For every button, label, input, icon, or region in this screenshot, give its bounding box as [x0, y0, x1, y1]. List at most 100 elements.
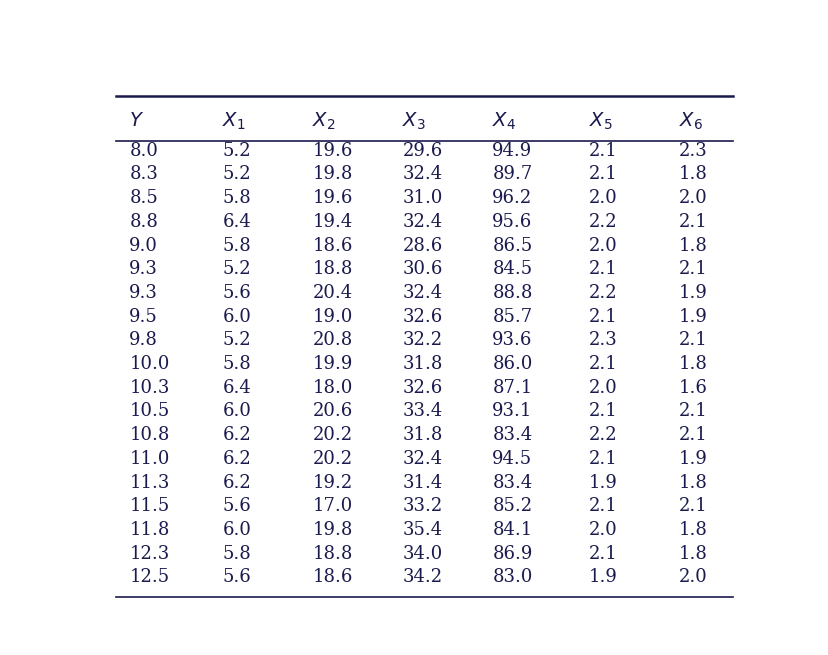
- Text: 11.5: 11.5: [129, 497, 170, 515]
- Text: 8.3: 8.3: [129, 166, 158, 183]
- Text: 1.9: 1.9: [678, 308, 706, 326]
- Text: $X_3$: $X_3$: [402, 111, 426, 132]
- Text: 2.1: 2.1: [588, 355, 617, 373]
- Text: 87.1: 87.1: [492, 379, 532, 397]
- Text: 85.2: 85.2: [492, 497, 532, 515]
- Text: 18.0: 18.0: [312, 379, 353, 397]
- Text: 32.4: 32.4: [402, 450, 442, 468]
- Text: 1.9: 1.9: [678, 450, 706, 468]
- Text: 32.6: 32.6: [402, 308, 442, 326]
- Text: 19.8: 19.8: [312, 166, 353, 183]
- Text: 6.0: 6.0: [222, 402, 251, 421]
- Text: 5.6: 5.6: [222, 497, 251, 515]
- Text: 2.1: 2.1: [588, 141, 617, 160]
- Text: 18.6: 18.6: [312, 236, 353, 255]
- Text: 31.8: 31.8: [402, 355, 442, 373]
- Text: 2.0: 2.0: [588, 189, 617, 207]
- Text: 12.5: 12.5: [129, 569, 169, 586]
- Text: 2.1: 2.1: [588, 308, 617, 326]
- Text: 2.1: 2.1: [678, 331, 706, 349]
- Text: 10.3: 10.3: [129, 379, 170, 397]
- Text: 19.6: 19.6: [312, 141, 353, 160]
- Text: 2.3: 2.3: [588, 331, 617, 349]
- Text: 2.1: 2.1: [678, 213, 706, 231]
- Text: 1.8: 1.8: [678, 545, 706, 563]
- Text: 86.5: 86.5: [492, 236, 532, 255]
- Text: 84.5: 84.5: [492, 260, 532, 278]
- Text: 9.3: 9.3: [129, 260, 158, 278]
- Text: 96.2: 96.2: [492, 189, 532, 207]
- Text: 5.2: 5.2: [222, 260, 251, 278]
- Text: 34.0: 34.0: [402, 545, 442, 563]
- Text: 2.1: 2.1: [678, 402, 706, 421]
- Text: 1.8: 1.8: [678, 355, 706, 373]
- Text: 5.2: 5.2: [222, 166, 251, 183]
- Text: 11.3: 11.3: [129, 474, 170, 492]
- Text: 28.6: 28.6: [402, 236, 442, 255]
- Text: 84.1: 84.1: [492, 521, 532, 539]
- Text: 1.8: 1.8: [678, 474, 706, 492]
- Text: 20.4: 20.4: [312, 284, 352, 302]
- Text: 93.6: 93.6: [492, 331, 532, 349]
- Text: 83.4: 83.4: [492, 474, 532, 492]
- Text: 19.9: 19.9: [312, 355, 353, 373]
- Text: 6.0: 6.0: [222, 308, 251, 326]
- Text: 32.4: 32.4: [402, 166, 442, 183]
- Text: 20.8: 20.8: [312, 331, 352, 349]
- Text: $X_5$: $X_5$: [588, 111, 612, 132]
- Text: 9.0: 9.0: [129, 236, 158, 255]
- Text: 2.0: 2.0: [678, 569, 706, 586]
- Text: 20.2: 20.2: [312, 450, 352, 468]
- Text: 31.4: 31.4: [402, 474, 442, 492]
- Text: 6.2: 6.2: [222, 426, 251, 444]
- Text: 19.6: 19.6: [312, 189, 353, 207]
- Text: 10.8: 10.8: [129, 426, 170, 444]
- Text: 1.6: 1.6: [678, 379, 706, 397]
- Text: 5.6: 5.6: [222, 569, 251, 586]
- Text: 5.6: 5.6: [222, 284, 251, 302]
- Text: 18.6: 18.6: [312, 569, 353, 586]
- Text: 20.2: 20.2: [312, 426, 352, 444]
- Text: 34.2: 34.2: [402, 569, 442, 586]
- Text: 83.4: 83.4: [492, 426, 532, 444]
- Text: 2.3: 2.3: [678, 141, 706, 160]
- Text: 86.9: 86.9: [492, 545, 532, 563]
- Text: 2.2: 2.2: [588, 426, 617, 444]
- Text: $X_6$: $X_6$: [678, 111, 702, 132]
- Text: 19.4: 19.4: [312, 213, 352, 231]
- Text: 9.8: 9.8: [129, 331, 158, 349]
- Text: 33.2: 33.2: [402, 497, 442, 515]
- Text: 2.1: 2.1: [588, 166, 617, 183]
- Text: $X_2$: $X_2$: [312, 111, 335, 132]
- Text: 2.1: 2.1: [588, 450, 617, 468]
- Text: 1.8: 1.8: [678, 521, 706, 539]
- Text: 2.1: 2.1: [588, 497, 617, 515]
- Text: 18.8: 18.8: [312, 545, 353, 563]
- Text: 2.1: 2.1: [678, 426, 706, 444]
- Text: 17.0: 17.0: [312, 497, 352, 515]
- Text: 5.8: 5.8: [222, 189, 251, 207]
- Text: 12.3: 12.3: [129, 545, 170, 563]
- Text: 95.6: 95.6: [492, 213, 532, 231]
- Text: 1.8: 1.8: [678, 236, 706, 255]
- Text: 6.0: 6.0: [222, 521, 251, 539]
- Text: 5.2: 5.2: [222, 141, 251, 160]
- Text: 11.8: 11.8: [129, 521, 170, 539]
- Text: 2.2: 2.2: [588, 284, 617, 302]
- Text: 9.5: 9.5: [129, 308, 158, 326]
- Text: 10.0: 10.0: [129, 355, 170, 373]
- Text: 85.7: 85.7: [492, 308, 532, 326]
- Text: 83.0: 83.0: [492, 569, 532, 586]
- Text: 2.1: 2.1: [588, 402, 617, 421]
- Text: 2.1: 2.1: [678, 497, 706, 515]
- Text: 18.8: 18.8: [312, 260, 353, 278]
- Text: 9.3: 9.3: [129, 284, 158, 302]
- Text: $X_4$: $X_4$: [492, 111, 516, 132]
- Text: 2.2: 2.2: [588, 213, 617, 231]
- Text: 2.0: 2.0: [588, 521, 617, 539]
- Text: 2.0: 2.0: [588, 236, 617, 255]
- Text: 10.5: 10.5: [129, 402, 170, 421]
- Text: 2.1: 2.1: [588, 260, 617, 278]
- Text: 5.2: 5.2: [222, 331, 251, 349]
- Text: 88.8: 88.8: [492, 284, 532, 302]
